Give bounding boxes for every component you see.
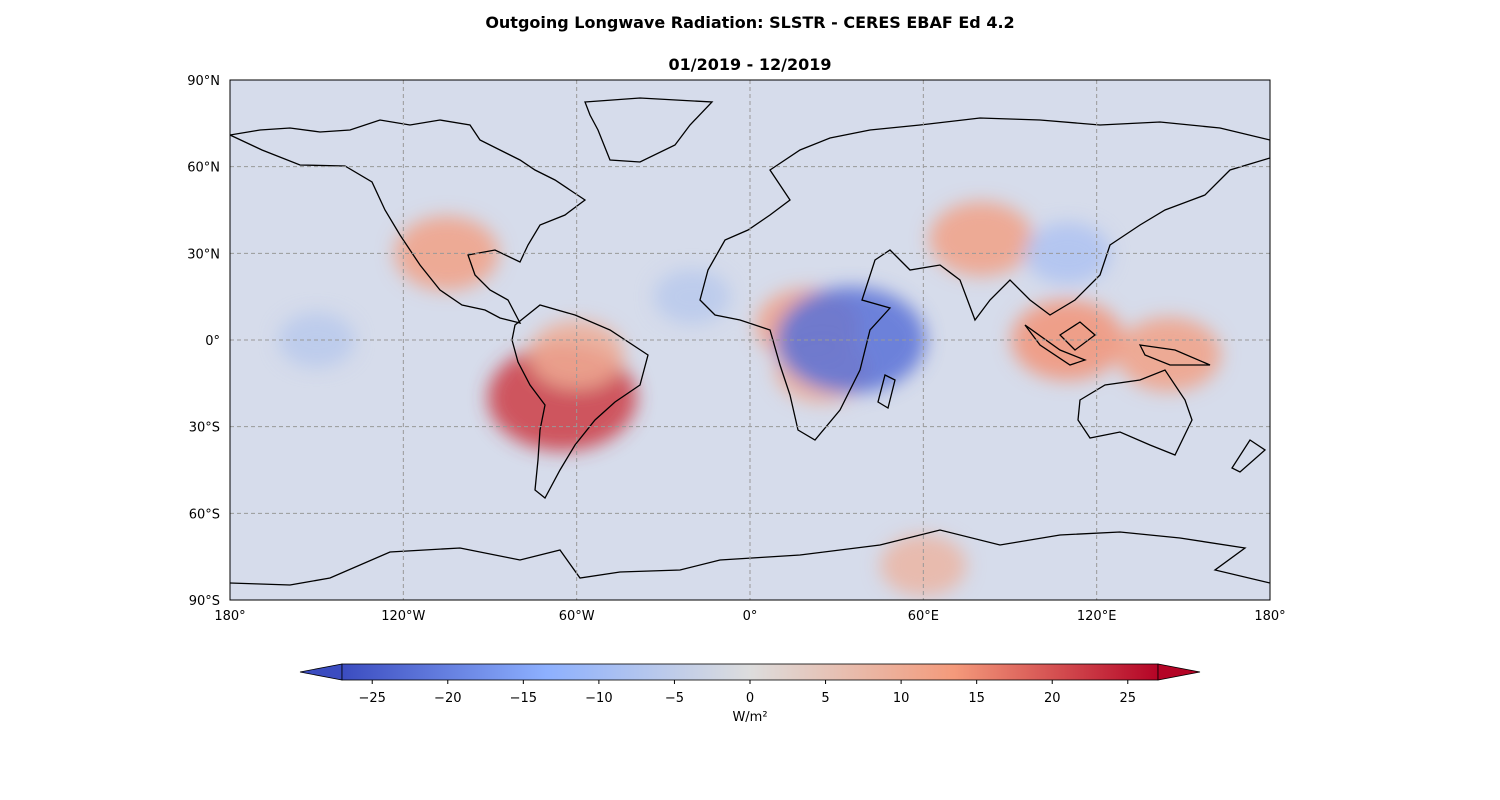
colorbar-unit-label: W/m² bbox=[732, 710, 767, 725]
colorbar-extend-high bbox=[1157, 663, 1201, 681]
lon-tick-labels: 180° 120°W 60°W 0° 60°E 120°E 180° bbox=[214, 609, 1285, 624]
anomaly-blob-11 bbox=[653, 269, 731, 325]
lon-tick-label-1: 120°W bbox=[381, 609, 425, 624]
lat-tick-label-0: 90°N bbox=[187, 74, 220, 89]
anomaly-blob-7 bbox=[1011, 299, 1125, 381]
lat-tick-label-4: 30°S bbox=[189, 421, 220, 436]
lat-tick-label-5: 60°S bbox=[189, 507, 220, 522]
lon-tick-label-5: 120°E bbox=[1077, 609, 1117, 624]
lat-tick-label-2: 30°N bbox=[187, 247, 220, 262]
lon-tick-label-6: 180° bbox=[1254, 609, 1285, 624]
coastline-australia bbox=[1077, 369, 1193, 456]
colorbar-tick-label-9: 20 bbox=[1044, 691, 1061, 706]
colorbar-tick-label-7: 10 bbox=[893, 691, 910, 706]
lon-tick-label-4: 60°E bbox=[908, 609, 939, 624]
coastline-new-zealand bbox=[1231, 439, 1267, 473]
map-title: Outgoing Longwave Radiation: SLSTR - CER… bbox=[485, 13, 1015, 32]
colorbar-tick-label-4: −5 bbox=[665, 691, 684, 706]
coastline-antarctica bbox=[230, 529, 1270, 586]
colorbar-extend-low bbox=[299, 663, 343, 681]
coastline-madagascar bbox=[877, 374, 896, 410]
colorbar-tick-label-3: −10 bbox=[585, 691, 612, 706]
map-frame bbox=[229, 79, 1271, 601]
lon-tick-label-0: 180° bbox=[214, 609, 245, 624]
colorbar-tick-label-2: −15 bbox=[510, 691, 537, 706]
colorbar-body bbox=[341, 663, 1159, 681]
colorbar-tick-label-10: 25 bbox=[1120, 691, 1137, 706]
lat-tick-label-3: 0° bbox=[205, 334, 220, 349]
anomaly-blob-0 bbox=[394, 216, 499, 291]
colorbar-tick-label-1: −20 bbox=[434, 691, 461, 706]
coastline-eurasia-africa bbox=[699, 117, 1270, 441]
anomaly-blob-12 bbox=[1024, 222, 1111, 285]
map-subtitle: 01/2019 - 12/2019 bbox=[668, 55, 832, 74]
coastline-greenland bbox=[584, 97, 714, 163]
lat-tick-labels: 90°N 60°N 30°N 0° 30°S 60°S 90°S bbox=[187, 74, 220, 609]
colorbar-tick-label-0: −25 bbox=[359, 691, 386, 706]
lon-tick-label-3: 0° bbox=[743, 609, 758, 624]
lat-tick-label-6: 90°S bbox=[189, 594, 220, 609]
coastline-south-america bbox=[511, 304, 649, 499]
colorbar: −25 −20 −15 −10 −5 0 5 10 15 20 25 W/m² bbox=[299, 663, 1201, 725]
anomaly-blob-5 bbox=[776, 286, 926, 394]
colorbar-tick-label-6: 5 bbox=[821, 691, 829, 706]
lat-tick-label-1: 60°N bbox=[187, 161, 220, 176]
colorbar-tick-label-5: 0 bbox=[746, 691, 754, 706]
anomaly-layer bbox=[278, 201, 1221, 597]
lon-tick-label-2: 60°W bbox=[559, 609, 595, 624]
anomaly-blob-6 bbox=[929, 201, 1034, 277]
colorbar-ticks: −25 −20 −15 −10 −5 0 5 10 15 20 25 bbox=[359, 680, 1137, 706]
colorbar-tick-label-8: 15 bbox=[968, 691, 985, 706]
anomaly-blob-8 bbox=[1116, 317, 1221, 392]
coastline-maritime-continent bbox=[1024, 321, 1211, 366]
